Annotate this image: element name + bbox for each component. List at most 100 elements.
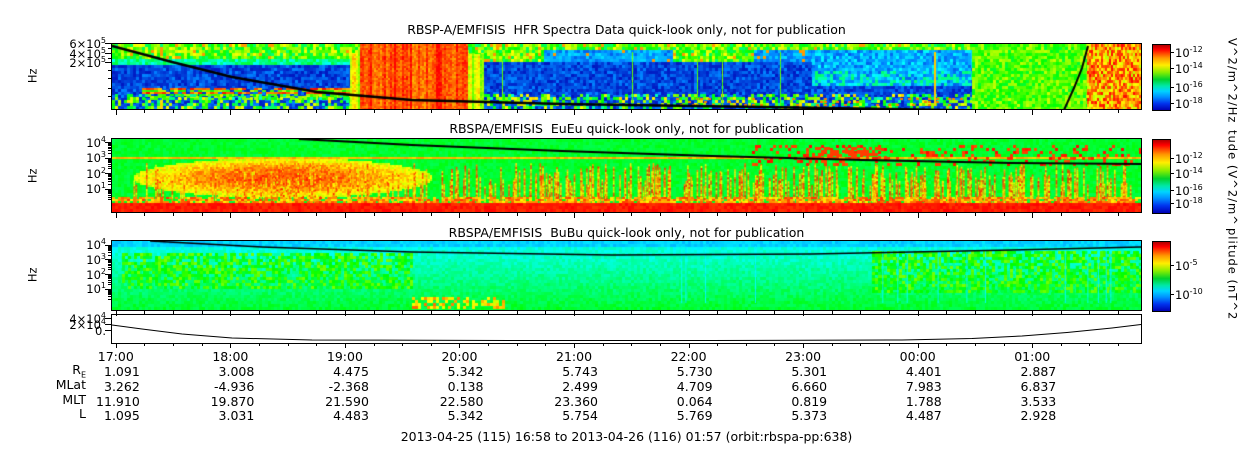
axis-tick <box>108 250 111 252</box>
ephemeris-row-label: MLat <box>55 377 86 392</box>
axis-tick <box>108 252 111 254</box>
axis-tick <box>108 142 111 144</box>
colorbar-tick-mark <box>1170 103 1174 104</box>
axis-tick <box>115 311 117 316</box>
axis-tick <box>459 311 461 316</box>
panel3-cbtick-1: 10-5 <box>1175 258 1198 273</box>
axis-tick <box>1118 213 1120 216</box>
axis-tick <box>108 276 111 278</box>
axis-tick <box>287 110 289 113</box>
ephemeris-value: 19.870 <box>210 394 255 409</box>
axis-tick <box>108 290 111 292</box>
ephemeris-value: 7.983 <box>905 379 942 394</box>
axis-tick <box>108 96 111 97</box>
ephemeris-value: 21.590 <box>325 394 369 409</box>
axis-tick <box>688 311 690 316</box>
axis-tick <box>108 145 111 147</box>
axis-tick <box>316 343 318 346</box>
axis-tick <box>108 165 111 167</box>
axis-tick <box>105 173 111 174</box>
axis-tick <box>717 343 719 346</box>
axis-tick <box>373 110 375 113</box>
axis-tick <box>230 343 232 348</box>
axis-tick <box>717 311 719 314</box>
ephemeris-value: -4.936 <box>214 379 255 394</box>
ephemeris-value: 6.837 <box>1020 379 1057 394</box>
ephemeris-value: 5.301 <box>791 364 828 379</box>
axis-tick <box>889 110 890 113</box>
axis-tick <box>105 53 111 54</box>
axis-tick <box>316 110 318 113</box>
colorbar-tick-mark <box>1170 87 1174 88</box>
axis-tick <box>108 263 111 265</box>
axis-tick <box>402 343 404 346</box>
axis-tick <box>917 343 919 348</box>
axis-tick <box>108 146 111 148</box>
axis-tick <box>108 143 111 145</box>
axis-tick <box>108 190 111 192</box>
axis-tick <box>488 213 490 216</box>
panel3-colorbar <box>1152 241 1171 312</box>
axis-tick <box>1060 343 1062 346</box>
panel3-ytick-1: 104 <box>86 237 106 252</box>
ephemeris-row-label: MLT <box>62 392 86 407</box>
ephemeris-value: 0.138 <box>447 379 484 394</box>
axis-tick <box>430 110 432 113</box>
axis-tick <box>316 311 318 314</box>
axis-tick <box>108 265 111 267</box>
axis-tick <box>108 150 111 152</box>
axis-tick <box>287 343 289 346</box>
axis-tick <box>516 110 518 113</box>
axis-tick <box>831 343 833 346</box>
axis-tick <box>108 296 111 298</box>
axis-tick <box>108 269 111 271</box>
axis-tick <box>745 343 747 346</box>
axis-tick <box>108 48 111 49</box>
axis-tick <box>144 213 146 216</box>
axis-tick <box>974 311 976 314</box>
time-tick-label: 23:00 <box>785 349 822 364</box>
axis-tick <box>108 163 111 165</box>
axis-tick <box>803 311 805 316</box>
axis-tick <box>459 110 461 115</box>
panel2-ytick-3: 102 <box>86 166 106 181</box>
ephemeris-value: 0.819 <box>791 394 828 409</box>
panel1-cbtick-1: 10-12 <box>1175 45 1203 60</box>
ephemeris-value: 5.769 <box>676 408 713 423</box>
panel2-cbtick-4: 10-18 <box>1175 196 1203 211</box>
panel1-cbtick-3: 10-16 <box>1175 80 1203 95</box>
axis-tick <box>108 177 111 179</box>
axis-tick <box>574 110 575 115</box>
axis-tick <box>688 110 690 115</box>
axis-tick <box>108 247 111 249</box>
axis-tick <box>108 191 111 193</box>
panel3-cbtick-2: 10-10 <box>1175 287 1203 302</box>
axis-tick <box>287 311 289 314</box>
axis-tick <box>402 110 404 113</box>
panel2-ytick-2: 103 <box>86 150 106 165</box>
axis-tick <box>108 260 111 262</box>
axis-tick <box>946 311 948 314</box>
axis-tick <box>745 110 747 113</box>
axis-tick <box>108 277 111 279</box>
axis-tick <box>259 213 260 216</box>
axis-tick <box>545 311 547 314</box>
axis-tick <box>602 343 604 346</box>
time-tick-label: 00:00 <box>899 349 936 364</box>
axis-tick <box>108 162 111 164</box>
axis-tick <box>1118 311 1120 314</box>
axis-tick <box>516 213 518 216</box>
time-tick-label: 18:00 <box>212 349 249 364</box>
axis-tick <box>173 311 175 314</box>
axis-tick <box>631 343 633 346</box>
axis-tick <box>1089 213 1091 216</box>
ephemeris-value: 5.373 <box>791 408 828 423</box>
axis-tick <box>974 110 976 113</box>
axis-tick <box>488 311 490 314</box>
axis-tick <box>108 176 111 178</box>
axis-tick <box>108 189 111 191</box>
axis-tick <box>108 274 111 276</box>
colorbar-tick-mark <box>1170 265 1174 266</box>
axis-tick <box>108 193 111 195</box>
axis-tick <box>574 343 575 348</box>
